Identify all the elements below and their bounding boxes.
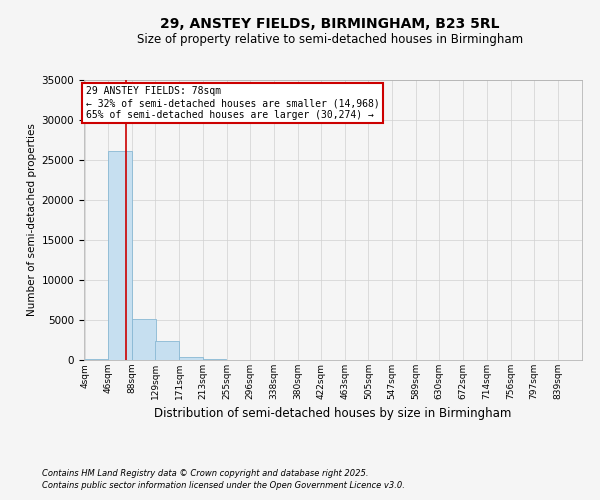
Text: Size of property relative to semi-detached houses in Birmingham: Size of property relative to semi-detach…: [137, 32, 523, 46]
Bar: [109, 151, 132, 360]
Bar: [132, 319, 155, 360]
Text: Contains public sector information licensed under the Open Government Licence v3: Contains public sector information licen…: [42, 481, 405, 490]
Text: Contains HM Land Registry data © Crown copyright and database right 2025.: Contains HM Land Registry data © Crown c…: [42, 468, 368, 477]
Y-axis label: Number of semi-detached properties: Number of semi-detached properties: [28, 124, 37, 316]
Text: 29 ANSTEY FIELDS: 78sqm
← 32% of semi-detached houses are smaller (14,968)
65% o: 29 ANSTEY FIELDS: 78sqm ← 32% of semi-de…: [86, 86, 379, 120]
Bar: [155, 341, 179, 360]
X-axis label: Distribution of semi-detached houses by size in Birmingham: Distribution of semi-detached houses by …: [154, 408, 512, 420]
Bar: [85, 359, 108, 360]
Bar: [179, 357, 203, 360]
Text: 29, ANSTEY FIELDS, BIRMINGHAM, B23 5RL: 29, ANSTEY FIELDS, BIRMINGHAM, B23 5RL: [160, 18, 500, 32]
